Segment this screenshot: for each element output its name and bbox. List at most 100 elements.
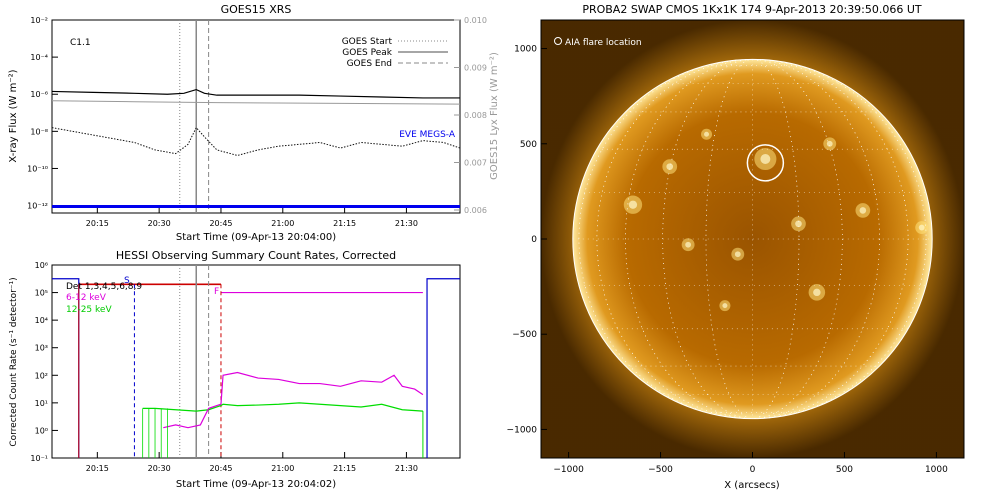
active-region-core [704,131,710,137]
active-region-core [813,288,821,297]
hessi-y-ticks: 10⁶ 10⁵ 10⁴ 10³ 10² 10¹ 10⁰ 10⁻¹ [30,261,58,463]
swap-panel: PROBA2 SWAP CMOS 1Kx1K 174 9-Apr-2013 20… [507,3,965,491]
active-regions [623,128,929,312]
swap-xlabel: X (arcsecs) [724,480,780,491]
flare-annotation: AIA flare location [565,38,642,48]
goes-y2-tick-label: 0.007 [464,159,487,168]
active-region-core [666,163,674,170]
hessi-x-tick-label: 20:15 [86,464,109,473]
hessi-night-block-right [426,278,460,458]
goes-y-tick-label: 10⁻¹² [27,202,48,211]
goes-x-tick-label: 21:15 [333,219,356,228]
goes-markers [179,20,210,213]
goes-legend: GOES Start GOES Peak GOES End [342,37,448,69]
goes-ylabel: X-ray Flux (W m⁻²) [8,69,19,162]
swap-x-tick-label: −500 [648,465,673,475]
goes-x-tick-label: 20:45 [209,219,232,228]
goes-y-tick-label: 10⁻¹⁰ [27,164,48,173]
goes-plot-frame [51,19,461,214]
goes-y2-tick-label: 0.009 [464,64,487,73]
swap-y-tick-label: −1000 [507,425,538,435]
hessi-x-tick-label: 20:45 [209,464,232,473]
hessi-flag-f: F [214,287,219,297]
goes-short-channel-line [51,126,461,156]
active-region-core [628,200,638,209]
swap-y-ticks: 1000 500 0 −500 −1000 [507,45,547,435]
eve-label: EVE MEGS-A [399,130,456,140]
hessi-12-25kev-line [142,402,423,412]
hessi-markers [179,265,210,458]
goes-panel: GOES15 XRS 10⁻² 10⁻⁴ 10⁻⁶ 10⁻⁸ 10⁻¹⁰ 10⁻¹² 0.… [8,3,500,243]
goes-y-tick-label: 10⁻² [30,16,48,25]
goes-x-tick-label: 20:15 [86,219,109,228]
goes-y2-tick-label: 0.006 [464,206,487,215]
goes-y-tick-label: 10⁻⁴ [30,53,48,62]
hessi-y-tick-label: 10⁴ [35,316,48,325]
hessi-x-tick-label: 21:15 [333,464,356,473]
hessi-y-tick-label: 10⁻¹ [30,454,48,463]
active-region-core [859,207,867,214]
hessi-legend-det: Det 1,3,4,5,6,8,9 [66,282,142,292]
active-region-core [760,154,771,164]
active-region-core [795,220,802,228]
goes-xlabel: Start Time (09-Apr-13 20:04:00) [176,232,336,243]
active-region-core [826,140,833,147]
hessi-y-tick-label: 10³ [35,344,48,353]
goes-y2-tick-label: 0.010 [464,16,487,25]
active-region-core [685,241,692,248]
active-region-core [734,251,741,258]
legend-goes-peak: GOES Peak [342,48,392,58]
legend-circle-icon [554,37,562,45]
goes-long-channel-line [51,88,460,99]
swap-y-tick-label: 500 [520,140,537,150]
active-region-core [722,303,728,309]
hessi-title: HESSI Observing Summary Count Rates, Cor… [116,249,396,262]
hessi-plot-frame [51,264,461,459]
goes-annotation: C1.1 [70,38,91,48]
swap-title: PROBA2 SWAP CMOS 1Kx1K 174 9-Apr-2013 20… [582,3,922,16]
swap-x-tick-label: 500 [836,465,853,475]
longitude-grid-line [625,59,880,419]
hessi-legend-mid: 12-25 keV [66,305,112,315]
hessi-panel: HESSI Observing Summary Count Rates, Cor… [9,249,461,490]
swap-y-tick-label: −500 [512,330,537,340]
goes-y2-tick-label: 0.008 [464,111,487,120]
active-region-core [918,224,925,231]
hessi-y-tick-label: 10⁰ [35,426,48,435]
legend-goes-end: GOES End [347,59,392,69]
goes-x-tick-label: 20:30 [148,219,171,228]
hessi-state-blocks [52,278,460,458]
hessi-6-12kev-line [163,371,424,429]
goes-y-tick-label: 10⁻⁶ [30,90,48,99]
goes-y2label: GOES15 Lyx Flux (W m⁻²) [489,52,500,180]
hessi-y-tick-label: 10² [35,371,48,380]
longitude-grid-line [578,59,927,419]
hessi-series [142,371,424,458]
hessi-flag-s: S [124,276,130,286]
hessi-y-tick-label: 10¹ [35,399,48,408]
goes-lyx-line [51,100,461,105]
goes-y-ticks: 10⁻² 10⁻⁴ 10⁻⁶ 10⁻⁸ 10⁻¹⁰ 10⁻¹² [27,16,58,211]
hessi-legend-low: 6-12 keV [66,293,107,303]
goes-y2-ticks: 0.010 0.009 0.008 0.007 0.006 [454,16,487,215]
swap-x-tick-label: −1000 [553,465,584,475]
hessi-x-ticks: 20:15 20:30 20:45 21:00 21:15 21:30 [86,452,418,473]
goes-x-tick-label: 21:30 [395,219,418,228]
legend-goes-start: GOES Start [342,37,393,47]
goes-series [51,88,461,209]
hessi-ylabel: Corrected Count Rate (s⁻¹ detector⁻¹) [9,277,19,446]
hessi-y-tick-label: 10⁶ [35,261,48,270]
longitude-grid-line [662,59,843,419]
goes-x-ticks: 20:15 20:30 20:45 21:00 21:15 21:30 [86,207,418,228]
solar-limb [572,58,933,420]
aia-flare-location-marker [746,144,785,182]
hessi-y-tick-label: 10⁵ [35,289,48,298]
hessi-x-tick-label: 20:30 [148,464,171,473]
swap-x-tick-label: 0 [750,465,756,475]
goes-y-tick-label: 10⁻⁸ [30,127,48,136]
swap-x-ticks: −1000 −500 0 500 1000 [553,452,948,475]
swap-y-tick-label: 1000 [514,45,537,55]
swap-y-tick-label: 0 [531,235,537,245]
swap-x-tick-label: 1000 [925,465,948,475]
